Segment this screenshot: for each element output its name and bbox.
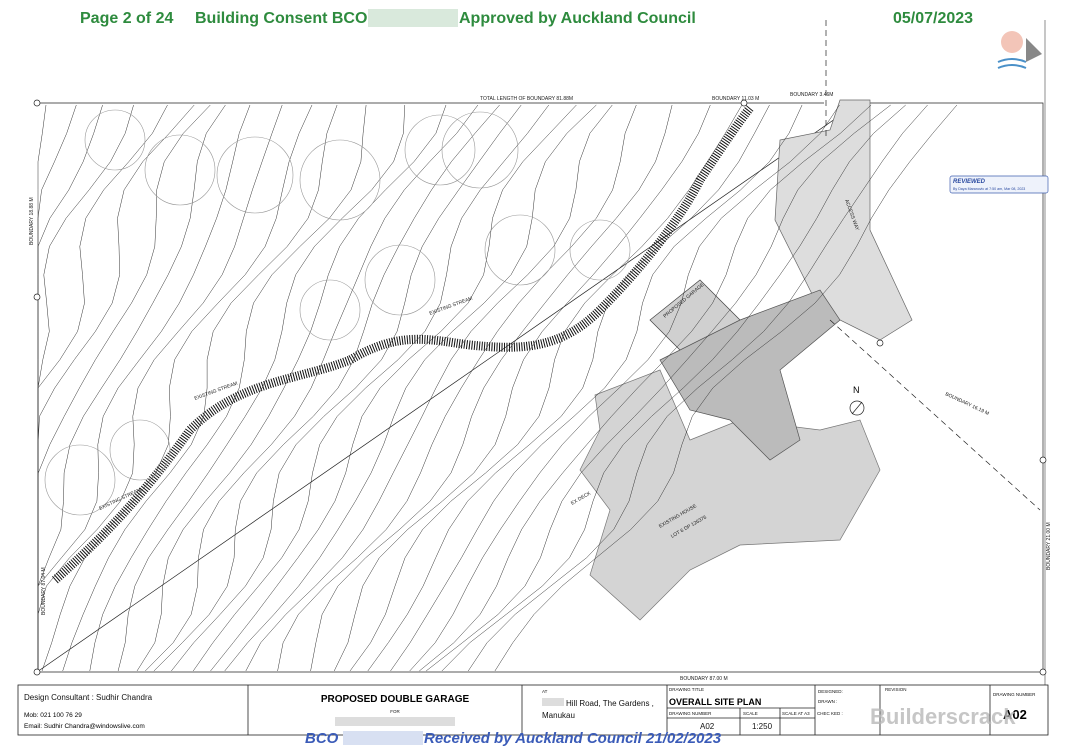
address-2: Manukau [542, 711, 575, 720]
designed: DESIGNED: [818, 689, 843, 694]
page-number: Page 2 of 24 [80, 10, 173, 27]
contour [136, 104, 447, 672]
contour [425, 104, 891, 672]
review-title: REVIEWED [953, 179, 986, 185]
contour [89, 104, 367, 672]
site-plan [33, 20, 1047, 676]
consultant: Design Consultant : Sudhir Chandra [24, 693, 153, 702]
consent-suffix: Approved by Auckland Council [459, 10, 696, 27]
contour [62, 104, 338, 672]
drawing-number: A02 [700, 722, 715, 731]
tree [569, 219, 631, 281]
boundary-label: BOUNDARY 18.88 M [29, 197, 35, 245]
blurred-number [368, 9, 458, 27]
tree [404, 114, 476, 186]
title-block [17, 684, 1049, 736]
boundary-label: BOUNDARY 11.03 M [712, 96, 759, 102]
contour [37, 104, 211, 671]
north-label: N [853, 385, 860, 395]
review-by: By Daya Maranovic at 7:50 am, Mar 08, 20… [953, 187, 1025, 191]
blurred-number [542, 698, 564, 706]
boundary-label: BOUNDARY 87.00 M [680, 676, 728, 682]
address-1: Hill Road, The Gardens , [566, 699, 654, 708]
checked: CHEC KED : [817, 711, 843, 716]
boundary-label: BOUNDARY 21.00 M [1046, 522, 1052, 570]
driveway [659, 289, 841, 461]
north-arrow-line [851, 401, 863, 415]
contour [117, 104, 406, 672]
contour [310, 104, 673, 672]
contour [37, 104, 226, 671]
review-stamp [949, 175, 1049, 194]
footer-received: Received by Auckland Council 21/02/2023 [424, 730, 722, 747]
tree [441, 111, 519, 189]
contour [171, 104, 522, 672]
easement-line [829, 319, 1041, 511]
contour [419, 104, 872, 672]
contour [390, 104, 803, 672]
scale-label: SCALE [743, 711, 758, 716]
existing-house [579, 369, 881, 621]
council-logo [997, 31, 1042, 69]
for: FOR [390, 709, 400, 714]
contour [367, 104, 770, 672]
tree [299, 139, 381, 221]
date: 05/07/2023 [893, 10, 973, 27]
tree [299, 279, 361, 341]
mobile: Mob: 021 100 76 29 [24, 712, 82, 719]
contour [333, 104, 711, 672]
at: AT [542, 689, 548, 694]
watermark: Builderscrack [870, 704, 1016, 729]
contour [145, 104, 479, 672]
contour [210, 104, 577, 672]
contour [224, 104, 597, 672]
contour [153, 104, 500, 672]
drawing-number: A02 [1003, 707, 1027, 722]
north-arrow [849, 400, 865, 416]
drawing-number-label: DRAWING NUMBER [993, 692, 1036, 697]
boundary-label: BOUNDARY 87.04 M [41, 567, 47, 615]
tree [44, 444, 116, 516]
tree [364, 244, 436, 316]
drawing-number-label: DRAWING NUMBER [669, 711, 712, 716]
contour [349, 104, 743, 672]
access-way [774, 99, 913, 341]
drawn: DRAWN : [818, 699, 837, 704]
scale: 1:250 [752, 722, 773, 731]
tree [216, 136, 294, 214]
contour [467, 104, 928, 672]
boundary-label: TOTAL LENGTH OF BOUNDARY 81.88M [480, 96, 573, 102]
project: PROPOSED DOUBLE GARAGE [321, 694, 470, 705]
contour [409, 104, 840, 672]
tree [484, 214, 556, 286]
contour [37, 104, 251, 671]
blurred-number [343, 731, 423, 745]
contour [245, 104, 613, 672]
drawing-title-label: DRAWING TITLE [669, 687, 704, 692]
email: Email: Sudhir Chandra@windowslive.com [24, 723, 145, 730]
contour [494, 104, 958, 672]
consent-prefix: Building Consent BCO [195, 10, 367, 27]
drawing-title: OVERALL SITE PLAN [669, 697, 761, 707]
blurred-client [335, 717, 455, 726]
boundary-label: BOUNDARY 3.46M [790, 92, 833, 98]
tree [109, 419, 171, 481]
tree [84, 109, 146, 171]
contour [192, 104, 549, 672]
stream [52, 105, 754, 584]
revision: REVISION [885, 687, 907, 692]
contour [441, 104, 906, 672]
scale-a3: SCALE AT A3 [782, 711, 810, 716]
tree [144, 134, 216, 206]
contour [37, 104, 283, 671]
contour [277, 104, 637, 672]
contour [41, 104, 313, 672]
footer-prefix: BCO [305, 730, 339, 747]
